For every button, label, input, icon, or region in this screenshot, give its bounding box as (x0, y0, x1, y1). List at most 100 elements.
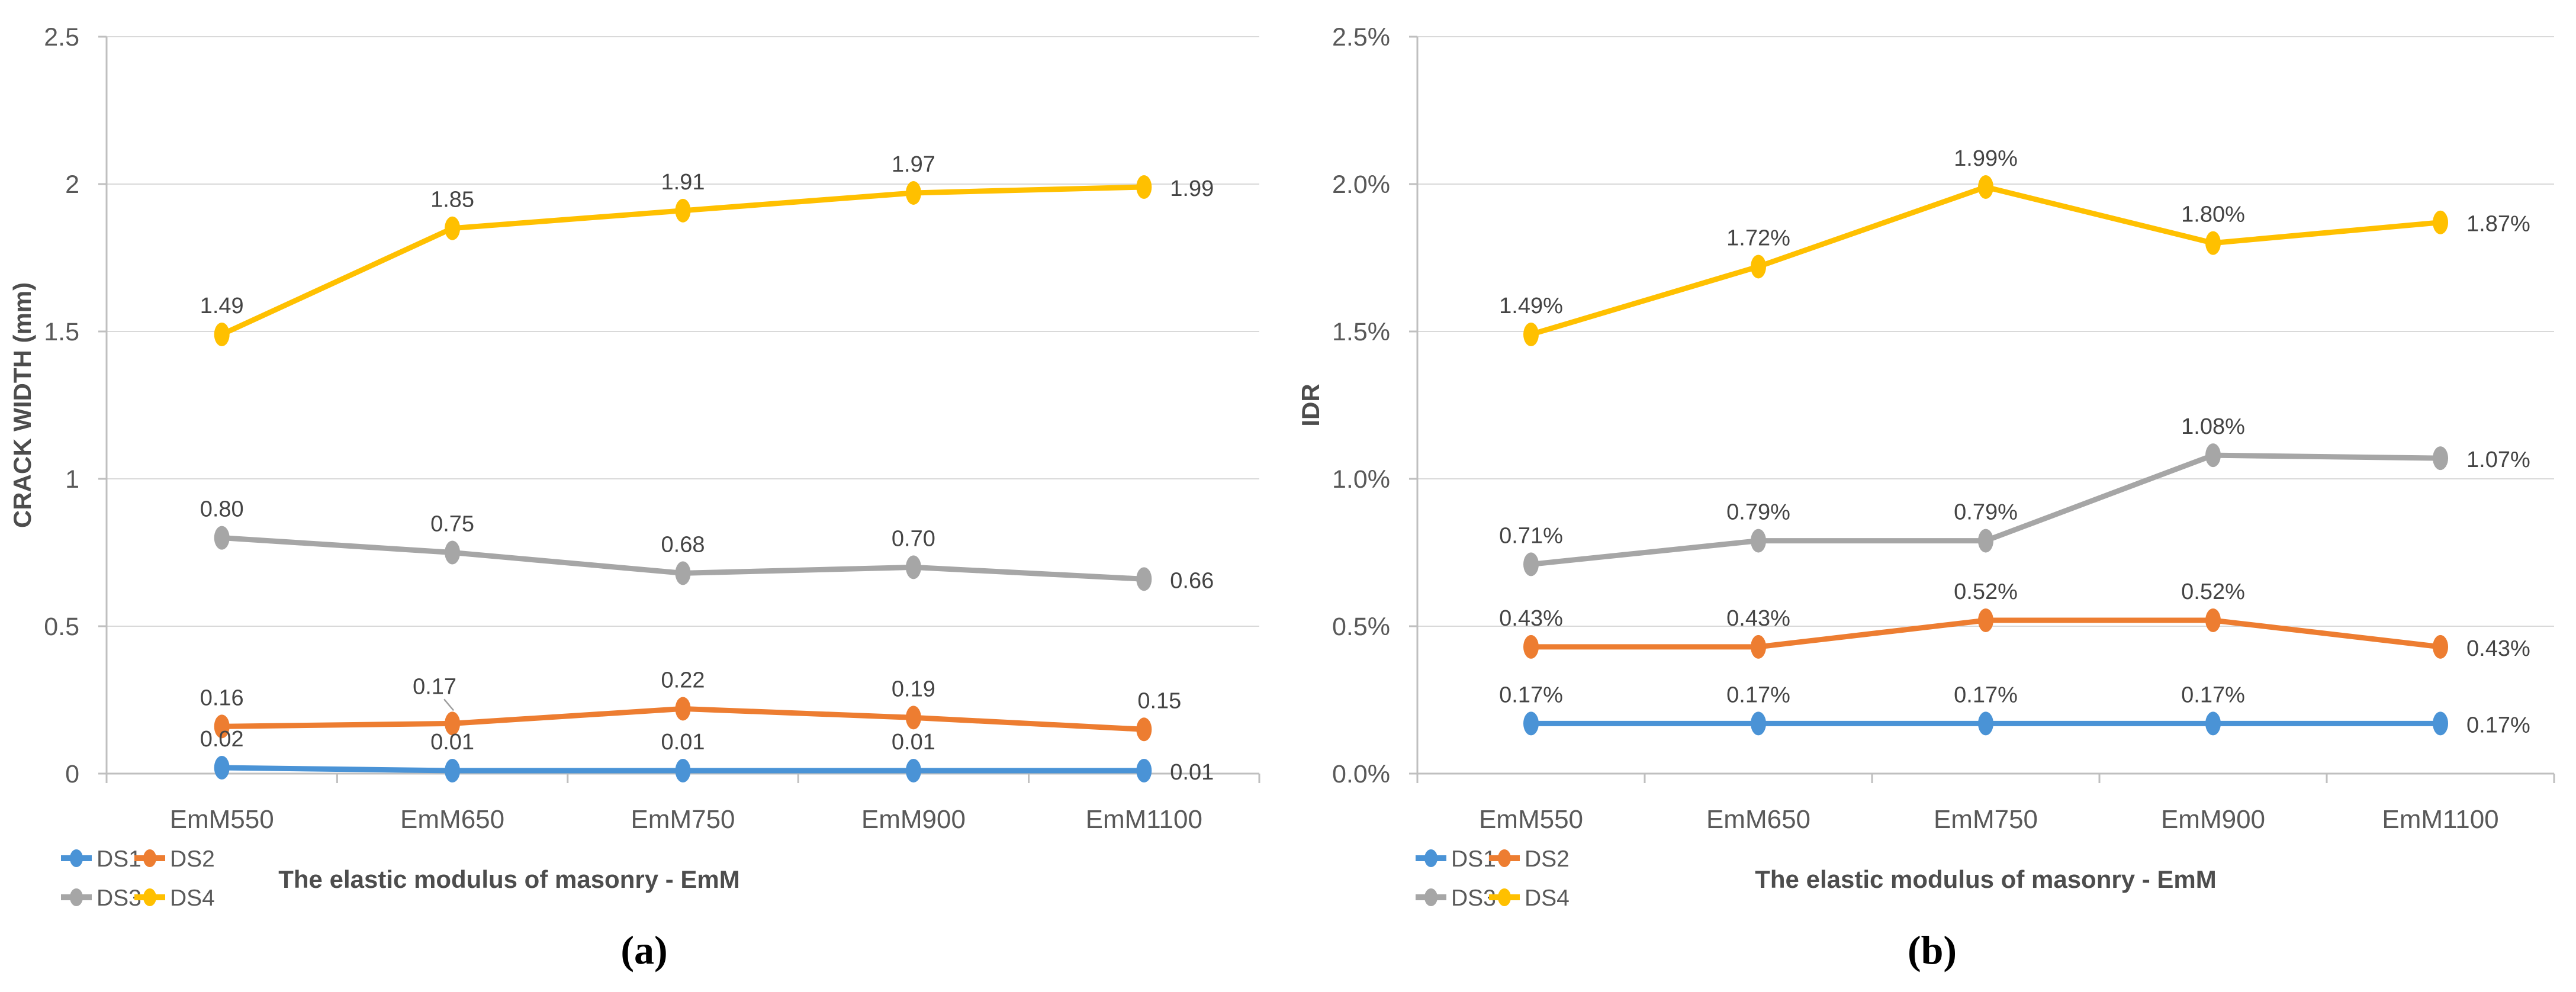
b-series-DS4-marker (2433, 210, 2448, 234)
b-legend-item-DS2: DS2 (1489, 846, 1570, 872)
b-series-DS1-marker (2205, 711, 2221, 736)
b-series-DS1-marker (1523, 711, 1539, 736)
a-data-label: 0.01 (892, 730, 935, 755)
a-category-labels: EmM550 EmM650 EmM750 EmM900 EmM1100 (170, 805, 1202, 834)
b-series-DS4-marker (1523, 322, 1539, 346)
a-series-DS2-marker (445, 711, 461, 736)
a-y-tick-label: 2.5 (44, 23, 79, 51)
b-data-label: 0.17% (2181, 682, 2245, 707)
a-y-axis-ticks: 2.5 2 1.5 1 0.5 0 (44, 23, 107, 788)
a-data-label: 0.02 (200, 727, 244, 752)
b-data-label: 1.49% (1499, 294, 1563, 318)
a-y-axis-title: CRACK WIDTH (mm) (8, 282, 36, 528)
a-category-label: EmM650 (400, 805, 504, 834)
b-y-tick-label: 2.5% (1332, 23, 1390, 51)
b-series-DS4-marker (1978, 175, 1993, 199)
a-category-label: EmM750 (631, 805, 735, 834)
b-series-DS4 (1523, 175, 2448, 346)
a-data-label: 0.16 (200, 685, 244, 710)
b-series-DS4-marker (1751, 255, 1766, 279)
b-series-DS4-labels: 1.49% 1.72% 1.99% 1.80% 1.87% (1499, 146, 2530, 318)
a-data-label: 0.15 (1137, 688, 1181, 713)
a-series-DS3-marker (445, 540, 461, 565)
a-data-label: 0.75 (430, 512, 474, 537)
b-category-labels: EmM550 EmM650 EmM750 EmM900 EmM1100 (1479, 805, 2499, 834)
b-axes (1416, 37, 2555, 783)
b-series-DS2-labels: 0.43% 0.43% 0.52% 0.52% 0.43% (1499, 579, 2530, 661)
a-legend-marker-DS3 (70, 888, 83, 906)
b-y-axis-ticks: 2.5% 2.0% 1.5% 1.0% 0.5% 0.0% (1332, 23, 1417, 788)
b-series-DS2-marker (2205, 608, 2221, 633)
a-y-tick-label: 1 (65, 465, 79, 494)
b-category-label: EmM900 (2161, 805, 2265, 834)
b-series-DS4-marker (2205, 231, 2221, 255)
b-data-label: 0.71% (1499, 523, 1563, 548)
b-series-DS3-labels: 0.71% 0.79% 0.79% 1.08% 1.07% (1499, 414, 2530, 548)
a-data-label: 1.97 (892, 152, 935, 177)
a-series-DS1-marker (214, 756, 230, 780)
b-legend-label-DS1: DS1 (1451, 846, 1496, 872)
b-data-label: 1.80% (2181, 202, 2245, 227)
b-y-tick-label: 2.0% (1332, 170, 1390, 199)
a-data-label: 1.49 (200, 294, 244, 318)
a-data-label: 0.22 (661, 668, 705, 693)
b-series-DS2-marker (2433, 635, 2448, 659)
a-y-tick-label: 0.5 (44, 613, 79, 641)
a-series-DS3 (214, 526, 1152, 591)
b-data-label: 1.87% (2466, 212, 2530, 237)
a-series-DS4-labels: 1.49 1.85 1.91 1.97 1.99 (200, 152, 1214, 318)
a-series-DS1-marker (1136, 759, 1152, 783)
b-legend-label-DS2: DS2 (1525, 846, 1570, 872)
a-series-DS4-marker (675, 198, 691, 223)
a-data-label: 0.01 (430, 730, 474, 755)
b-legend-marker-DS4 (1498, 888, 1511, 906)
a-legend: DS1 DS2 DS3 DS4 (61, 846, 215, 911)
a-series-DS3-marker (675, 561, 691, 585)
b-y-tick-label: 0.5% (1332, 613, 1390, 641)
a-series-DS1-marker (675, 759, 691, 783)
b-series-DS3-marker (2205, 443, 2221, 468)
a-series-DS4-marker (1136, 175, 1152, 199)
a-series-DS2-marker (1136, 717, 1152, 742)
a-series-DS2-marker (214, 714, 230, 739)
b-series-DS3 (1523, 443, 2448, 576)
b-series-DS1 (1523, 711, 2448, 736)
a-legend-marker-DS4 (143, 888, 156, 906)
a-legend-label-DS4: DS4 (170, 885, 215, 911)
b-legend-item-DS4: DS4 (1489, 885, 1570, 911)
b-data-label: 0.43% (2466, 636, 2530, 661)
a-series-DS4-marker (214, 322, 230, 346)
a-y-tick-label: 2 (65, 170, 79, 199)
a-legend-label-DS1: DS1 (97, 846, 141, 872)
a-series-DS2-labels: 0.16 0.17 0.22 0.19 0.15 (200, 668, 1182, 713)
b-legend-marker-DS3 (1424, 888, 1437, 906)
a-data-label-leader (443, 698, 455, 711)
caption-b: (b) (1907, 927, 1957, 972)
b-legend-item-DS1: DS1 (1416, 846, 1496, 872)
a-series-DS3-marker (214, 526, 230, 550)
a-series-DS4-marker (445, 216, 461, 240)
a-legend-marker-DS2 (143, 849, 156, 867)
a-data-label: 1.91 (661, 170, 705, 195)
b-series-DS3-marker (1978, 529, 1993, 553)
a-legend-item-DS1: DS1 (61, 846, 141, 872)
a-legend-item-DS2: DS2 (134, 846, 215, 872)
a-series-DS3-marker (905, 555, 921, 579)
a-series-DS4 (214, 175, 1152, 346)
a-series-DS2-marker (905, 706, 921, 730)
b-series-DS3-marker (1751, 529, 1766, 553)
a-data-label: 0.19 (892, 677, 935, 701)
b-data-label: 0.52% (1954, 579, 2018, 604)
a-series-DS4-marker (905, 181, 921, 205)
b-legend: DS1 DS2 DS3 DS4 (1416, 846, 1570, 911)
crack-width-chart: 2.5 2 1.5 1 0.5 0 EmM550 EmM650 EmM750 EmM900 EmM1… (8, 23, 1260, 911)
a-series-DS2-marker (675, 697, 691, 721)
b-series-DS3-marker (2433, 446, 2448, 471)
a-legend-marker-DS1 (70, 849, 83, 867)
a-data-label: 0.17 (413, 674, 456, 699)
b-x-axis-title: The elastic modulus of masonry - EmM (1755, 865, 2216, 893)
a-series-DS1-marker (445, 759, 461, 783)
chart-panel-a: 2.5 2 1.5 1 0.5 0 EmM550 EmM650 EmM750 EmM900 EmM1… (8, 23, 1260, 972)
b-data-label: 0.43% (1499, 606, 1563, 631)
a-y-tick-label: 0 (65, 760, 79, 788)
